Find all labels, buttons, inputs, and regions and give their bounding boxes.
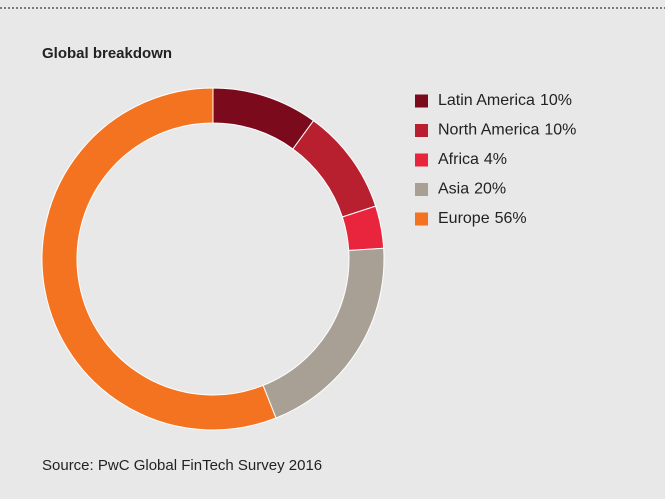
legend-swatch	[415, 124, 428, 137]
legend-value: 10%	[544, 122, 576, 139]
chart-title: Global breakdown	[42, 45, 172, 62]
legend-swatch	[415, 183, 428, 196]
legend-value: 20%	[474, 181, 506, 198]
legend-value: 4%	[484, 151, 507, 168]
source: Source: PwC Global FinTech Survey 2016	[42, 457, 322, 474]
legend-label: Asia 20%	[438, 181, 506, 198]
legend-value: 56%	[495, 210, 527, 227]
legend-name: North America	[438, 122, 539, 139]
legend-swatch	[415, 94, 428, 108]
legend-name: Europe	[438, 210, 490, 227]
legend-label: Latin America 10%	[438, 92, 572, 109]
legend-swatch	[415, 153, 428, 167]
legend-label: Africa 4%	[438, 151, 507, 168]
legend-name: Africa	[438, 151, 479, 168]
legend-label: North America 10%	[438, 122, 576, 139]
legend-name: Latin America	[438, 92, 535, 109]
legend-swatch	[415, 212, 428, 226]
donut-segment	[41, 87, 277, 431]
legend-name: Asia	[438, 181, 469, 198]
legend-value: 10%	[540, 92, 572, 109]
legend-label: Europe 56%	[438, 210, 527, 227]
